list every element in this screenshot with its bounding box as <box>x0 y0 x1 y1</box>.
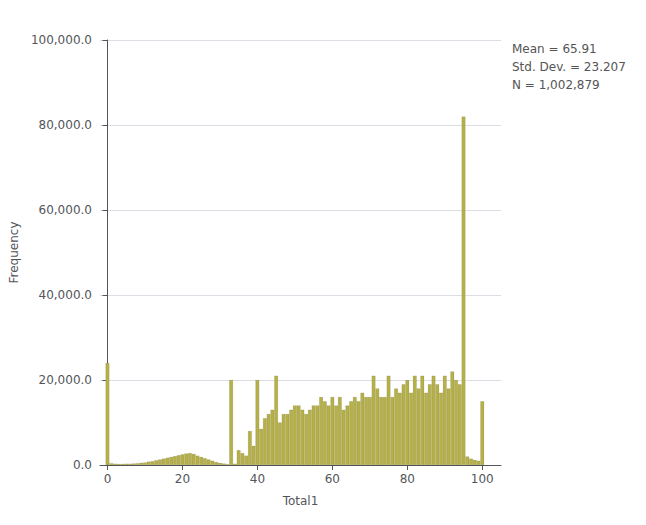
svg-text:40,000.0: 40,000.0 <box>39 288 92 302</box>
svg-text:60: 60 <box>325 472 340 486</box>
svg-text:Std. Dev. = 23.207: Std. Dev. = 23.207 <box>512 60 626 74</box>
svg-text:Frequency: Frequency <box>7 222 21 284</box>
svg-text:80,000.0: 80,000.0 <box>39 118 92 132</box>
svg-text:100: 100 <box>471 472 494 486</box>
svg-text:40: 40 <box>250 472 265 486</box>
svg-text:80: 80 <box>400 472 415 486</box>
svg-text:0: 0 <box>104 472 112 486</box>
svg-text:Mean = 65.91: Mean = 65.91 <box>512 42 597 56</box>
svg-text:N = 1,002,879: N = 1,002,879 <box>512 78 600 92</box>
svg-text:20,000.0: 20,000.0 <box>39 373 92 387</box>
svg-text:100,000.0: 100,000.0 <box>31 33 92 47</box>
svg-text:Total1: Total1 <box>282 494 319 508</box>
svg-text:0.0: 0.0 <box>73 458 92 472</box>
svg-text:60,000.0: 60,000.0 <box>39 203 92 217</box>
svg-text:20: 20 <box>175 472 190 486</box>
